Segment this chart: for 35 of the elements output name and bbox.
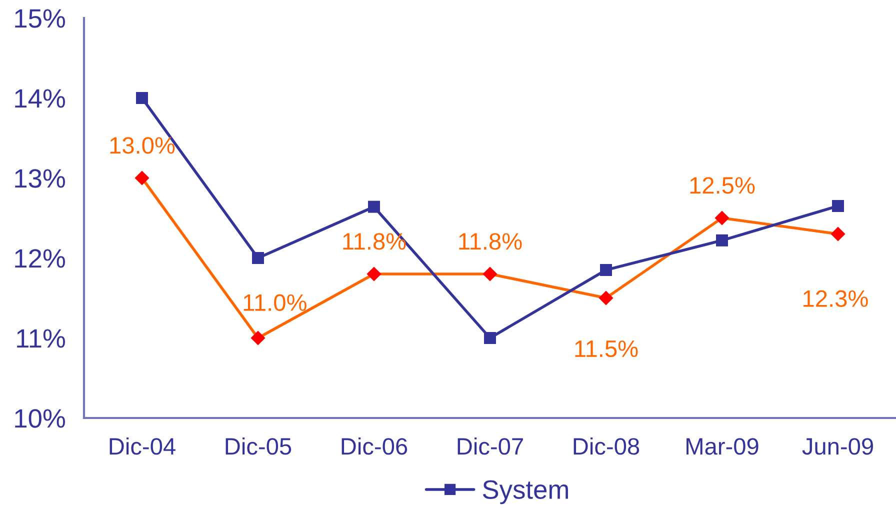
y-tick-label: 15% — [15, 9, 66, 28]
point — [252, 252, 264, 264]
point — [714, 210, 730, 226]
x-tick-label: Dic-07 — [458, 437, 523, 455]
data-label: 11.0% — [244, 294, 306, 312]
point — [366, 266, 382, 282]
data-label: 11.8% — [459, 233, 522, 250]
point — [716, 234, 728, 246]
point — [136, 92, 148, 104]
point — [600, 264, 612, 276]
y-tick-label: 11% — [17, 329, 66, 348]
x-tick-label: Dic-05 — [226, 437, 292, 455]
point — [250, 330, 266, 346]
point — [832, 200, 844, 212]
y-tick-label: 12% — [15, 249, 66, 268]
y-tick-label: 13% — [15, 169, 66, 188]
x-tick-label: Dic-06 — [342, 437, 408, 455]
point — [482, 266, 498, 282]
data-label: 12.3% — [804, 290, 868, 308]
point — [830, 226, 846, 242]
x-tick-label: Jun-09 — [802, 438, 873, 455]
point — [598, 290, 614, 306]
x-tick-label: Dic-08 — [574, 437, 640, 455]
data-label: 13.0% — [110, 137, 175, 154]
point — [134, 170, 150, 186]
point — [484, 332, 496, 344]
data-label: 11.5% — [575, 340, 638, 358]
legend-label: System — [482, 480, 568, 504]
data-label: 12.5% — [690, 177, 755, 194]
x-tick-label: Mar-09 — [686, 438, 758, 455]
y-tick-label: 10% — [15, 409, 66, 428]
x-tick-label: Dic-04 — [110, 437, 176, 455]
point — [368, 200, 380, 213]
data-label: 11.8% — [343, 233, 406, 250]
y-tick-label: 14% — [15, 89, 66, 108]
